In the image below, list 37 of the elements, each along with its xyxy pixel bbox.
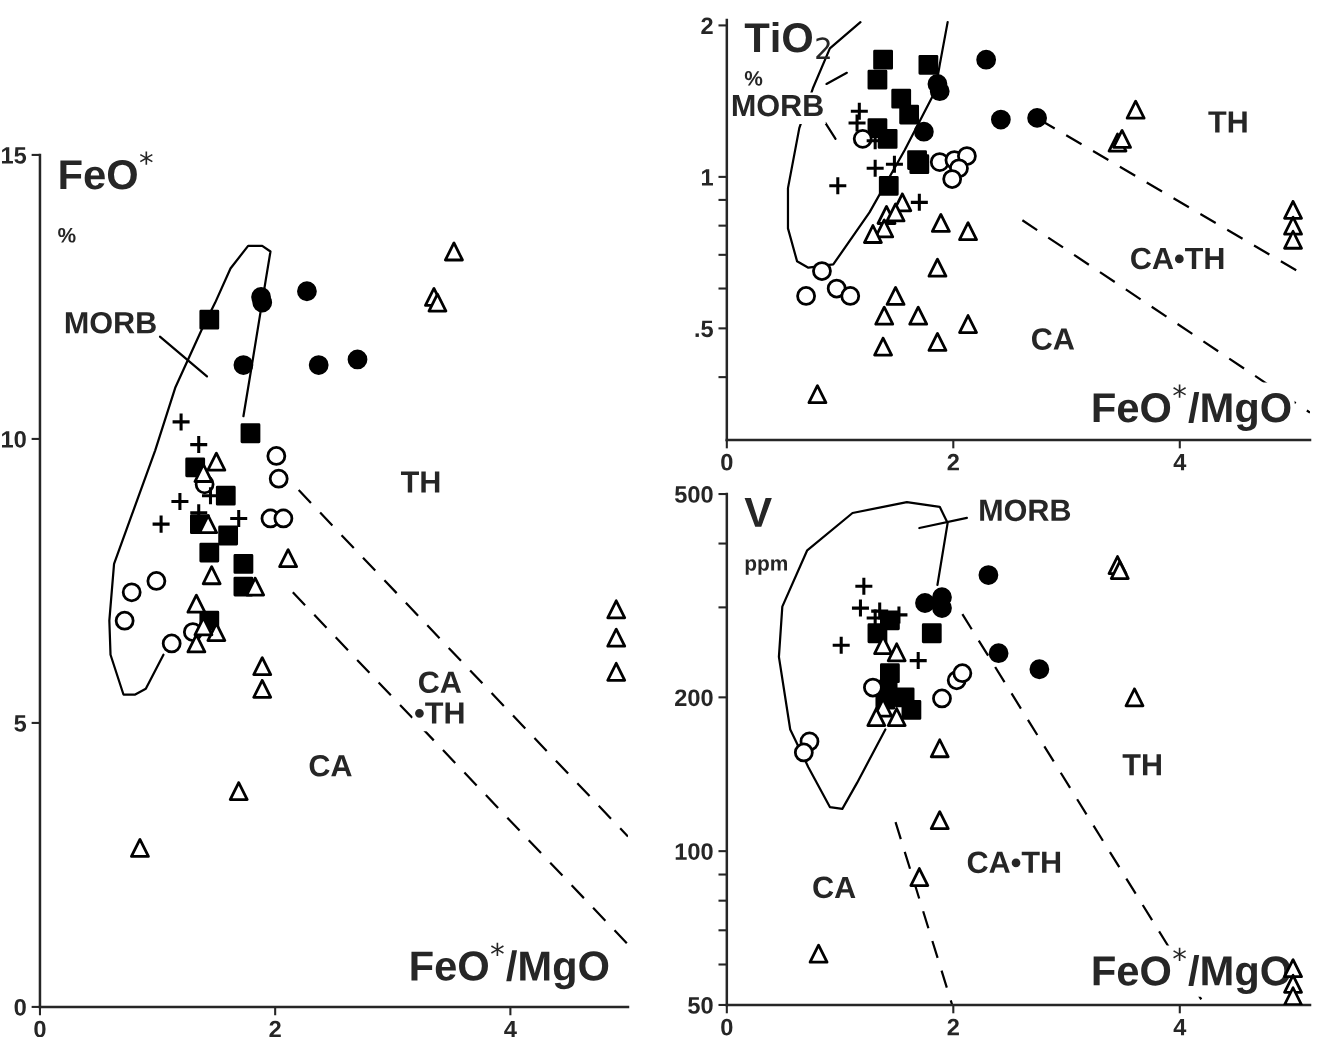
annotation: CA [1032, 328, 1075, 350]
y-tick-label: 500 [674, 486, 713, 503]
y-tick-label: 0 [14, 999, 26, 1016]
annotation: CA [309, 754, 352, 777]
annotation: TH [1122, 754, 1161, 776]
x-tick-label: 4 [1173, 1019, 1187, 1036]
x-tick-label: 4 [504, 1020, 517, 1037]
text: FeO$^{*}$ % [58, 151, 153, 243]
annotation: MORB [980, 499, 1071, 522]
y-tick-label: 15 [1, 147, 27, 164]
y-axis-title: V ppm [744, 498, 787, 575]
annotation: MORB [732, 94, 823, 117]
y-tick-label: 10 [1, 431, 26, 448]
annotation: CA•TH [1131, 247, 1224, 270]
annotation: MORB [65, 311, 156, 334]
x-axis-title: FeO$^{*}$/MgO [411, 942, 609, 990]
y-tick-label: 200 [675, 689, 713, 707]
annotation: TH [400, 471, 440, 493]
text: TiO$_{2}$ % [744, 21, 830, 86]
y-tick-label: .5 [695, 320, 713, 338]
x-tick-label: 2 [947, 1018, 959, 1036]
y-tick-label: 2 [701, 17, 713, 34]
x-tick-label: 0 [34, 1020, 46, 1037]
annotation: CA [813, 876, 856, 899]
y-tick-label: 1 [701, 169, 713, 186]
annotation: CA •TH [415, 671, 464, 724]
y-tick-label: 100 [675, 843, 713, 860]
y-tick-label: 50 [688, 997, 713, 1014]
x-tick-label: 4 [1173, 454, 1187, 471]
y-tick-label: 5 [14, 715, 27, 732]
x-tick-label: 2 [269, 1020, 281, 1037]
x-tick-label: 0 [721, 453, 733, 471]
x-tick-label: 0 [721, 1018, 733, 1036]
x-tick-label: 2 [947, 453, 959, 471]
x-axis-title: FeO$^{*}$/MgO [1093, 384, 1291, 431]
annotation: CA•TH [967, 851, 1061, 874]
annotation: TH [1208, 111, 1247, 133]
